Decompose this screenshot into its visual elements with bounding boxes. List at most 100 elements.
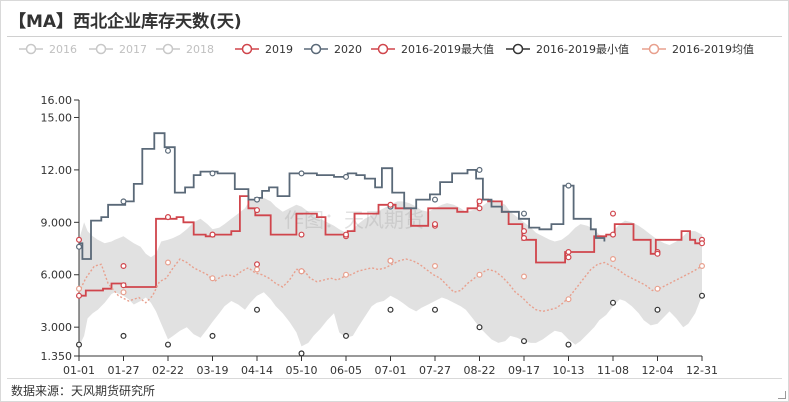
min-marker [254,306,261,313]
legend-item-0[interactable]: 2016 [19,43,77,56]
y-tick-label: 1.350 [41,350,73,363]
plot-area: 作图：天风期货 1.3503.0006.0009.00012.0015.0016… [41,94,718,377]
legend-label: 2019 [265,43,293,56]
legend-swatch-marker [310,43,322,55]
series-markers [75,147,705,357]
series-2019-marker [698,240,705,247]
series-2020-marker [120,198,127,205]
y-tick-label: 6.000 [41,269,73,282]
min-marker [432,306,439,313]
legend-label: 2020 [334,43,362,56]
series-2020-marker [343,173,350,180]
legend-item-4[interactable]: 2020 [304,43,362,56]
average-marker [565,296,572,303]
legend-swatch-marker [95,43,107,55]
series-2020-marker [75,243,82,250]
average-marker [165,259,172,266]
max-marker [254,261,261,268]
legend-label: 2018 [186,43,214,56]
chart-legend: 2016 2017 2018 2019 2020 2016-2019最大值 2016-201… [19,42,754,56]
series-2019-marker [120,282,127,289]
average-marker [476,271,483,278]
min-marker [120,332,127,339]
min-marker [298,350,305,357]
series-2019-marker [520,235,527,242]
page-title: 【MA】西北企业库存天数(天) [9,12,242,32]
series-2019-marker [387,201,394,208]
series-band-2016-2019 [79,197,702,347]
x-tick-label: 12-04 [642,364,674,377]
min-marker [565,341,572,348]
legend-label: 2016 [49,43,77,56]
y-tick-label: 16.00 [41,94,73,107]
series-2020-marker [520,210,527,217]
x-tick-label: 01-01 [63,364,95,377]
average-marker [298,268,305,275]
x-tick-label: 12-31 [686,364,718,377]
legend-swatch-marker [648,43,660,55]
x-tick-label: 11-08 [597,364,629,377]
series-2019-marker [254,207,261,214]
x-tick-label: 08-22 [464,364,496,377]
max-marker [609,210,616,217]
legend-item-7[interactable]: 2016-2019均值 [642,43,754,56]
series-line-average [78,258,703,313]
average-marker [609,256,616,263]
series-2019-marker [343,231,350,238]
x-tick-label: 07-27 [419,364,451,377]
series-2019-marker [75,292,82,299]
legend-label: 2016-2019最小值 [536,43,629,56]
y-tick-label: 3.000 [41,321,73,334]
series-2019-marker [209,231,216,238]
min-marker [387,306,394,313]
legend-item-3[interactable]: 2019 [235,43,293,56]
legend-swatch-marker [162,43,174,55]
average-marker [209,275,216,282]
series-line-2020 [79,132,606,260]
x-tick-label: 09-17 [508,364,540,377]
series-2020-marker [165,147,172,154]
y-tick-label: 15.00 [41,111,73,124]
series-2020-marker [298,170,305,177]
series-2019-marker [298,231,305,238]
series-2019-marker [432,221,439,228]
average-marker [75,285,82,292]
data-source-note: 数据来源：天风期货研究所 [11,384,156,398]
legend-swatch-marker [377,43,389,55]
series-2020-marker [476,166,483,173]
min-marker [609,299,616,306]
series-2019-marker [476,198,483,205]
resize-handle-icon[interactable] [778,391,786,399]
x-tick-label: 04-14 [241,364,273,377]
legend-swatch-marker [512,43,524,55]
range-band-layer [79,197,702,347]
max-marker [520,228,527,235]
legend-swatch-marker [25,43,37,55]
series-2019-marker [609,231,616,238]
series-line-2019 [79,195,702,297]
legend-item-6[interactable]: 2016-2019最小值 [506,43,629,56]
y-tick-label: 9.000 [41,216,73,229]
average-marker [254,266,261,273]
max-marker [120,263,127,270]
x-tick-label: 10-13 [553,364,585,377]
series-2020-marker [254,196,261,203]
max-marker [75,236,82,243]
series-lines [78,132,703,313]
x-tick-label: 01-27 [108,364,140,377]
series-2020-marker [565,182,572,189]
legend-item-2[interactable]: 2018 [156,43,214,56]
average-marker [432,263,439,270]
legend-item-1[interactable]: 2017 [89,43,147,56]
legend-label: 2017 [119,43,147,56]
min-marker [343,332,350,339]
y-tick-label: 12.00 [41,164,73,177]
min-marker [165,341,172,348]
legend-item-5[interactable]: 2016-2019最大值 [371,42,494,56]
series-2019-marker [654,250,661,257]
average-marker [698,263,705,270]
x-tick-label: 05-10 [286,364,318,377]
x-tick-label: 06-05 [330,364,362,377]
min-marker [698,292,705,299]
